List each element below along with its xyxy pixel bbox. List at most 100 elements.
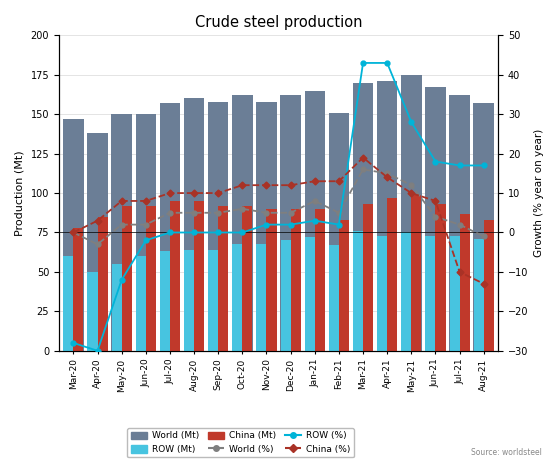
Bar [208, 102, 229, 351]
World (%) [143, 222, 149, 227]
Bar [256, 102, 277, 351]
Bar [122, 206, 132, 351]
China (%) [263, 182, 270, 188]
China (%) [239, 182, 246, 188]
World (%) [215, 210, 221, 216]
Bar [484, 220, 494, 351]
Text: Source: worldsteel: Source: worldsteel [471, 449, 542, 457]
Bar [377, 236, 387, 351]
China (%) [408, 190, 415, 196]
ROW (%) [167, 230, 173, 235]
China (%) [143, 198, 149, 204]
Line: ROW (%): ROW (%) [71, 61, 486, 353]
China (%) [432, 198, 439, 204]
ROW (%) [335, 222, 342, 227]
Bar [329, 245, 339, 351]
Bar [73, 228, 83, 351]
ROW (%) [480, 163, 487, 168]
Bar [87, 133, 108, 351]
ROW (%) [311, 218, 318, 224]
Bar [136, 256, 146, 351]
Bar [218, 206, 228, 351]
World (%) [191, 210, 197, 216]
World (%) [239, 206, 246, 212]
World (%) [263, 210, 270, 216]
ROW (%) [263, 222, 270, 227]
Line: China (%): China (%) [71, 155, 486, 286]
Bar [112, 264, 122, 351]
China (%) [119, 198, 125, 204]
Bar [353, 231, 363, 351]
World (%) [311, 198, 318, 204]
China (%) [70, 230, 77, 235]
Bar [63, 119, 84, 351]
ROW (%) [215, 230, 221, 235]
China (%) [287, 182, 294, 188]
World (%) [94, 242, 101, 247]
World (%) [408, 182, 415, 188]
China (%) [384, 175, 391, 180]
World (%) [335, 210, 342, 216]
World (%) [359, 167, 366, 172]
Bar [401, 232, 411, 351]
World (%) [480, 234, 487, 239]
China (%) [94, 218, 101, 224]
Bar [387, 198, 397, 351]
China (%) [480, 281, 487, 286]
Bar [160, 103, 180, 351]
Bar [160, 251, 170, 351]
China (%) [311, 178, 318, 184]
Bar [315, 209, 325, 351]
Bar [377, 81, 397, 351]
Bar [449, 236, 459, 351]
Bar [146, 206, 156, 351]
ROW (%) [119, 277, 125, 283]
World (%) [119, 222, 125, 227]
Bar [363, 204, 373, 351]
Y-axis label: Growth (% year on year): Growth (% year on year) [534, 129, 544, 257]
ROW (%) [384, 60, 391, 66]
Bar [401, 75, 421, 351]
Bar [425, 87, 446, 351]
Bar [184, 98, 205, 351]
ROW (%) [94, 348, 101, 353]
China (%) [456, 269, 463, 275]
World (%) [384, 170, 391, 176]
Bar [243, 206, 253, 351]
Bar [339, 220, 349, 351]
ROW (%) [408, 119, 415, 125]
Bar [425, 236, 435, 351]
Bar [353, 83, 373, 351]
Bar [208, 250, 218, 351]
World (%) [432, 214, 439, 219]
Bar [473, 103, 494, 351]
Bar [184, 250, 194, 351]
Bar [459, 213, 470, 351]
ROW (%) [359, 60, 366, 66]
Bar [63, 256, 73, 351]
Bar [305, 237, 315, 351]
Title: Crude steel production: Crude steel production [195, 15, 362, 30]
Bar [329, 113, 349, 351]
Legend: World (Mt), ROW (Mt), China (Mt), World (%), ROW (%), China (%): World (Mt), ROW (Mt), China (Mt), World … [127, 428, 353, 457]
China (%) [359, 155, 366, 160]
Y-axis label: Production (Mt): Production (Mt) [15, 150, 25, 236]
Bar [232, 95, 253, 351]
Bar [473, 239, 484, 351]
World (%) [70, 230, 77, 235]
ROW (%) [143, 237, 149, 243]
ROW (%) [432, 159, 439, 164]
Bar [305, 91, 325, 351]
China (%) [335, 178, 342, 184]
Bar [281, 240, 291, 351]
Bar [194, 201, 204, 351]
ROW (%) [70, 340, 77, 346]
Bar [449, 95, 470, 351]
ROW (%) [456, 163, 463, 168]
China (%) [167, 190, 173, 196]
Bar [170, 201, 180, 351]
Bar [267, 209, 277, 351]
Bar [281, 95, 301, 351]
Bar [411, 195, 421, 351]
China (%) [191, 190, 197, 196]
